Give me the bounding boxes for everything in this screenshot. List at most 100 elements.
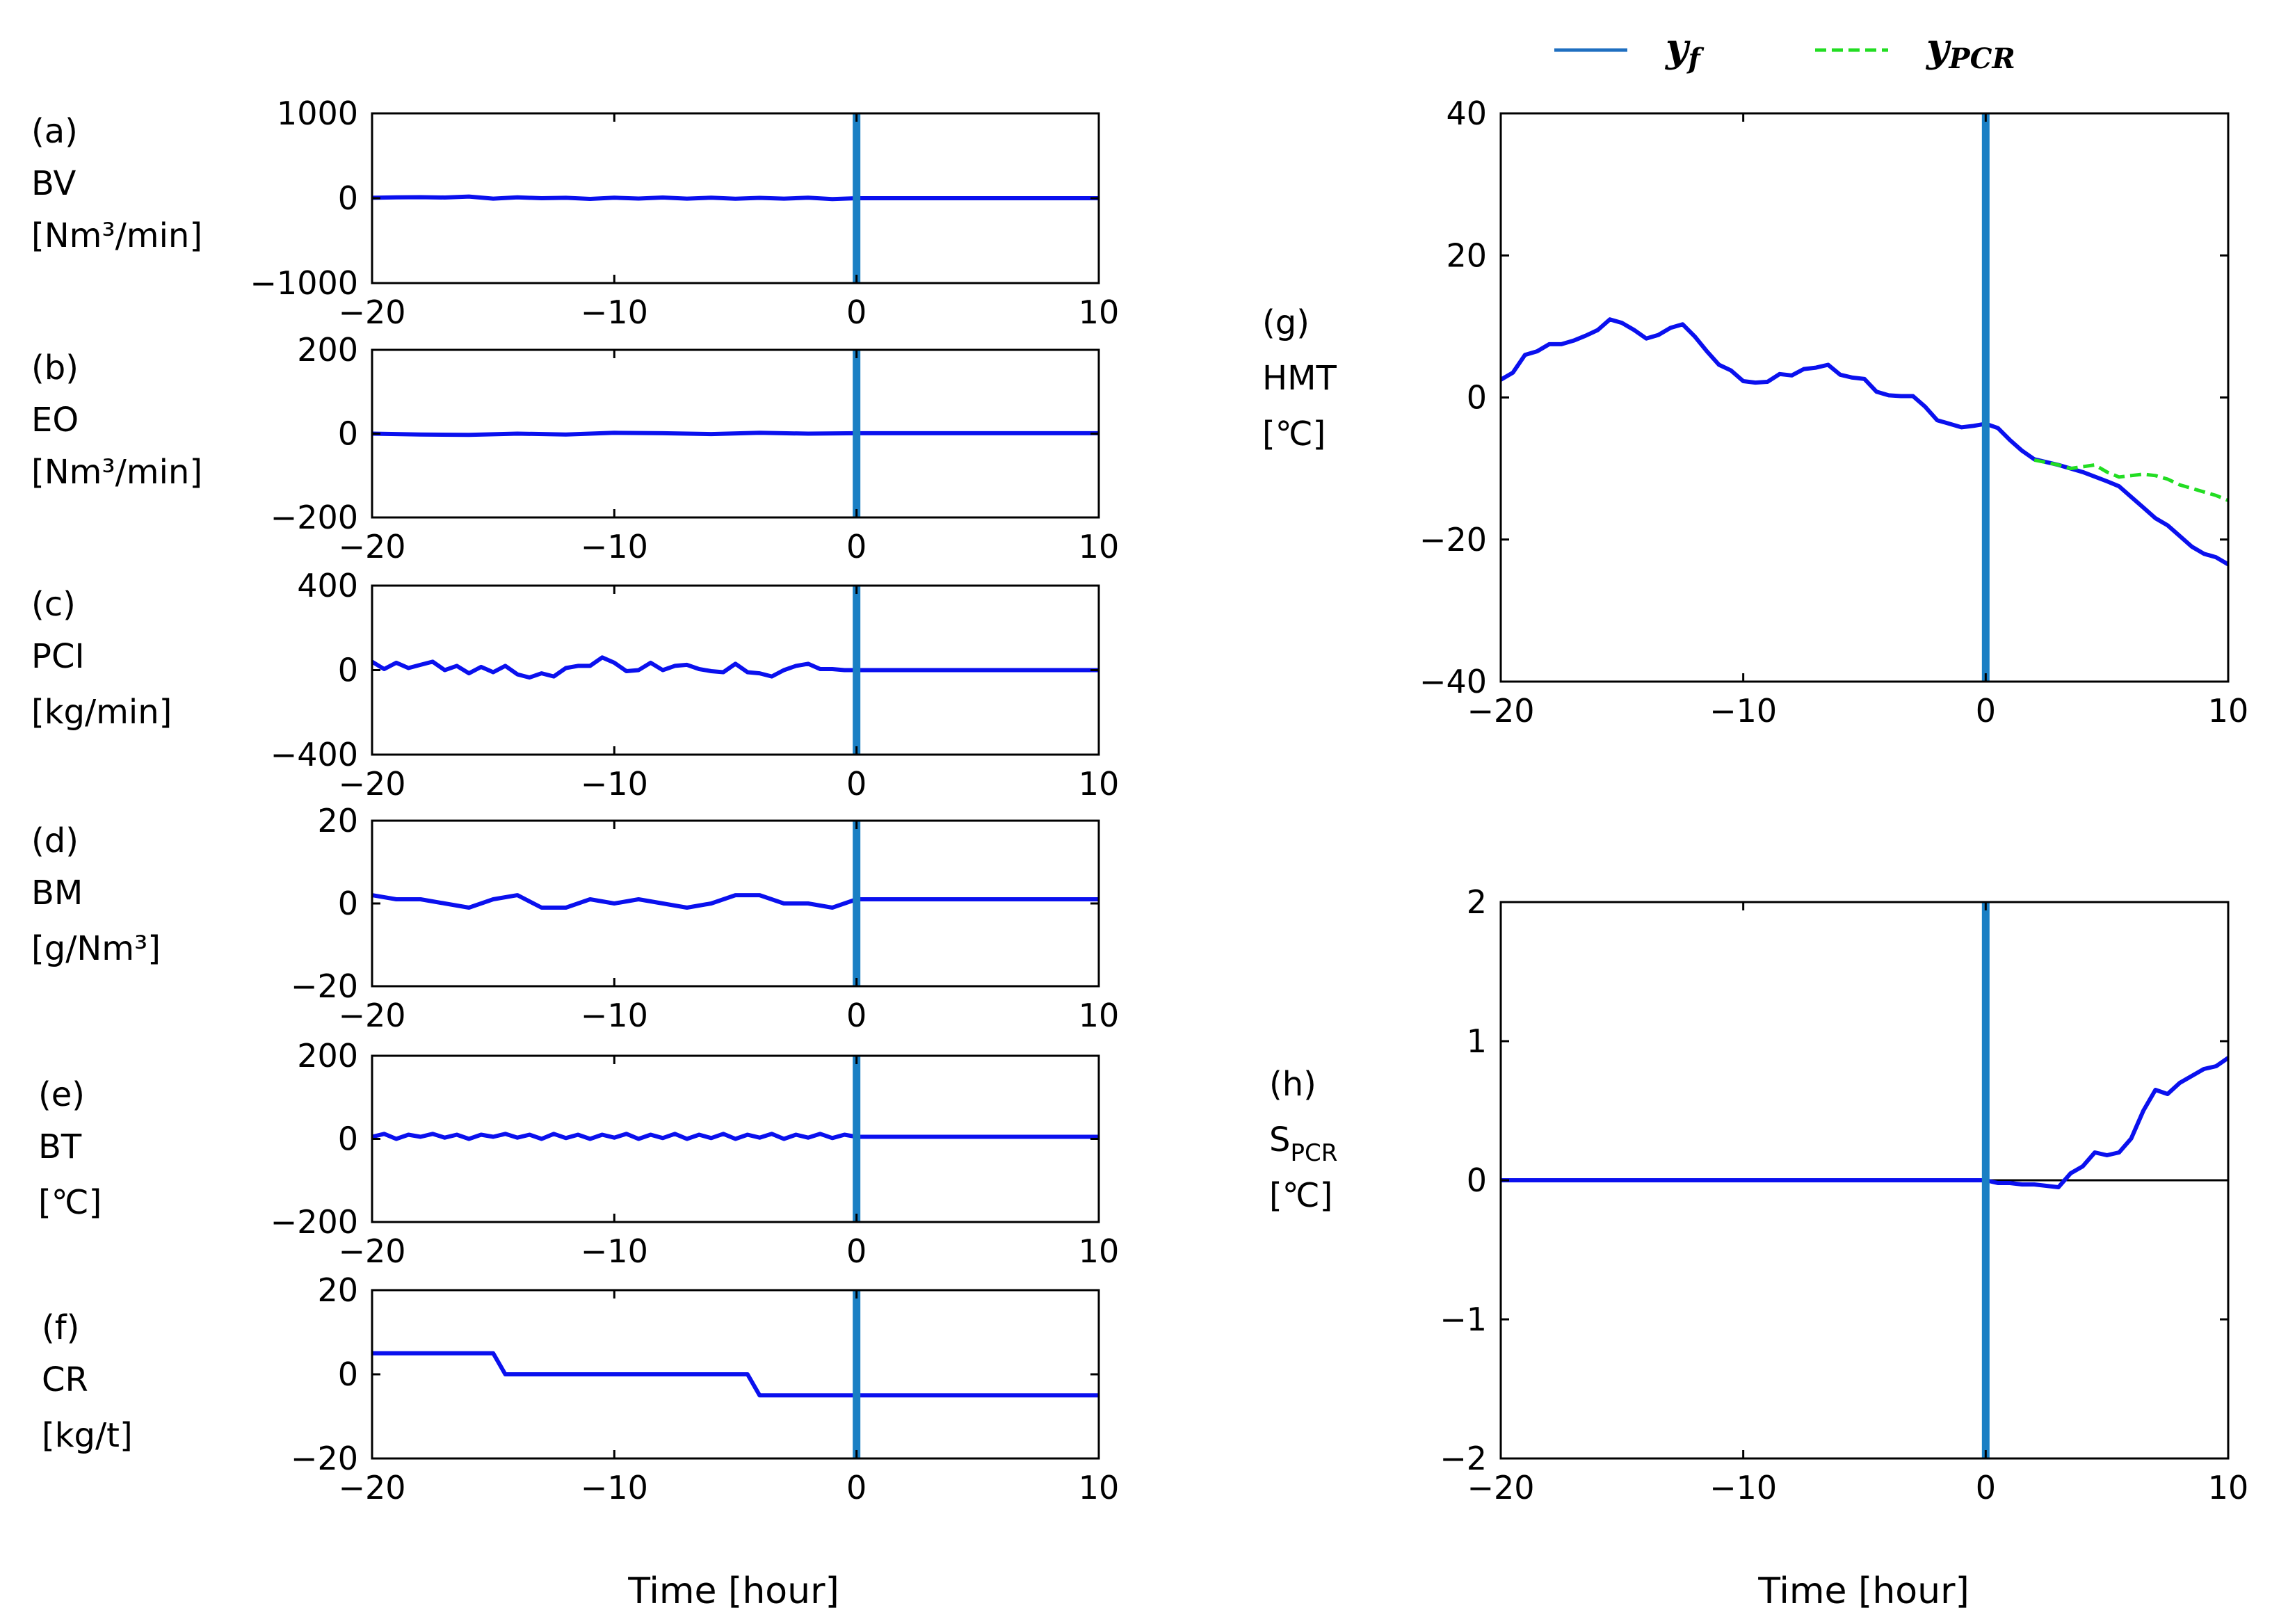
x-tick-label: 0: [846, 294, 867, 331]
panel-variable: PCI: [31, 637, 85, 676]
panel-variable: BM: [31, 874, 83, 913]
series-line-g-yPCR: [2033, 458, 2229, 502]
x-tick-label: −10: [581, 1469, 648, 1506]
panel-letter: (h): [1269, 1065, 1316, 1104]
x-tick-label: 10: [2208, 1469, 2249, 1506]
legend-subscript: f: [1686, 42, 1705, 75]
y-tick-label: 1: [1467, 1022, 1487, 1060]
y-tick-label: 0: [1467, 1161, 1487, 1199]
x-tick-label: 0: [846, 1232, 867, 1270]
x-tick-label: 0: [1976, 1469, 1996, 1506]
y-tick-label: 400: [297, 567, 358, 604]
y-tick-label: 200: [297, 331, 358, 369]
panel-unit: [℃]: [38, 1183, 102, 1222]
series-line-b-0: [371, 431, 1099, 437]
panel-unit: [Nm³/min]: [31, 453, 202, 492]
x-tick-label: −20: [1467, 1469, 1534, 1506]
panel-letter: (c): [31, 585, 76, 624]
x-tick-label: −10: [581, 765, 648, 803]
x-tick-label: −10: [581, 528, 648, 565]
y-tick-label: 20: [1446, 236, 1487, 274]
axes-frame: [1499, 112, 2230, 683]
legend-subscript: PCR: [1949, 42, 2015, 75]
x-tick-label: −20: [338, 528, 405, 565]
x-tick-label: −20: [338, 997, 405, 1034]
x-tick-label: −10: [581, 1232, 648, 1270]
x-tick-label: 10: [1079, 1469, 1120, 1506]
y-tick-label: 40: [1446, 95, 1487, 132]
y-tick-label: 0: [338, 415, 358, 453]
series-line-d-0: [371, 893, 1099, 910]
panel-unit: [℃]: [1262, 415, 1326, 453]
x-axis-title: Time [hour]: [627, 1570, 839, 1612]
panel-variable: BT: [38, 1127, 82, 1166]
series-line-g-yf: [1499, 317, 2230, 567]
panel-letter: (b): [31, 348, 79, 387]
y-tick-label: −20: [1419, 521, 1487, 558]
y-tick-label: −1000: [250, 264, 358, 302]
y-tick-label: 0: [338, 179, 358, 217]
y-tick-label: 0: [338, 1356, 358, 1393]
x-tick-label: 0: [846, 1469, 867, 1506]
x-tick-label: −20: [338, 294, 405, 331]
panel-unit: [kg/min]: [31, 693, 172, 732]
y-tick-label: 0: [1467, 379, 1487, 417]
panel-variable-subscript: PCR: [1290, 1139, 1337, 1167]
y-tick-label: −20: [291, 1440, 358, 1477]
x-axis-title: Time [hour]: [1757, 1570, 1969, 1612]
x-tick-label: 10: [1079, 294, 1120, 331]
panel-letter: (d): [31, 821, 79, 860]
y-tick-label: 200: [297, 1037, 358, 1075]
x-tick-label: 0: [846, 765, 867, 803]
y-tick-label: 2: [1467, 883, 1487, 921]
series-line-c-0: [371, 655, 1099, 680]
y-tick-label: 0: [338, 652, 358, 689]
x-tick-label: 0: [846, 528, 867, 565]
y-tick-label: 0: [338, 1120, 358, 1158]
panel-b: −20 −10 0 10 −200 0 200 (b) EO [Nm³/min]: [31, 331, 1119, 565]
series-line-f-0: [372, 1351, 1099, 1398]
panel-letter: (e): [38, 1075, 85, 1114]
panel-letter: (a): [31, 112, 78, 151]
x-tick-label: −10: [1709, 692, 1777, 730]
x-tick-label: 0: [846, 997, 867, 1034]
panel-e: −20 −10 0 10 −200 0 200 (e) BT [℃]: [38, 1037, 1119, 1270]
x-tick-label: −20: [338, 1232, 405, 1270]
panel-d: −20 −10 0 10 −20 0 20 (d) BM [g/Nm³]: [31, 802, 1119, 1034]
x-tick-label: −10: [1709, 1469, 1777, 1506]
y-tick-label: −2: [1440, 1440, 1487, 1477]
series-line-h-0: [1501, 1056, 2230, 1189]
x-tick-label: 10: [2208, 692, 2249, 730]
panel-c: −20 −10 0 10 −400 0 400 (c) PCI [kg/min]: [31, 567, 1119, 803]
y-tick-label: −200: [271, 499, 358, 536]
x-tick-label: −20: [338, 1469, 405, 1506]
panel-variable: HMT: [1262, 359, 1337, 398]
panel-letter: (g): [1262, 303, 1310, 342]
legend-label-f: yf: [1664, 25, 1705, 75]
panel-unit: [kg/t]: [42, 1416, 133, 1455]
x-tick-label: −10: [581, 294, 648, 331]
x-tick-label: −20: [338, 765, 405, 803]
x-tick-label: 10: [1079, 528, 1120, 565]
x-tick-label: −20: [1467, 692, 1534, 730]
series-line-a-0: [371, 194, 1099, 202]
y-tick-label: −1: [1440, 1301, 1487, 1338]
y-tick-label: −40: [1419, 663, 1487, 700]
panel-f: −20 −10 0 10 −20 0 20 (f) CR [kg/t]: [42, 1271, 1119, 1506]
x-tick-label: 10: [1079, 997, 1120, 1034]
x-tick-label: −10: [581, 997, 648, 1034]
panel-unit: [Nm³/min]: [31, 216, 202, 255]
panel-a: −20 −10 0 10 −1000 0 1000 (a) BV [Nm³/min]: [31, 95, 1119, 331]
series-line-e-0: [371, 1132, 1099, 1141]
x-tick-label: 10: [1079, 765, 1120, 803]
x-tick-label: 10: [1079, 1232, 1120, 1270]
x-tick-label: 0: [1976, 692, 1996, 730]
panel-letter: (f): [42, 1308, 79, 1347]
y-tick-label: −200: [271, 1203, 358, 1241]
panel-variable: SPCR: [1269, 1120, 1337, 1167]
panel-unit: [℃]: [1269, 1176, 1332, 1215]
panel-variable: BV: [31, 164, 76, 203]
